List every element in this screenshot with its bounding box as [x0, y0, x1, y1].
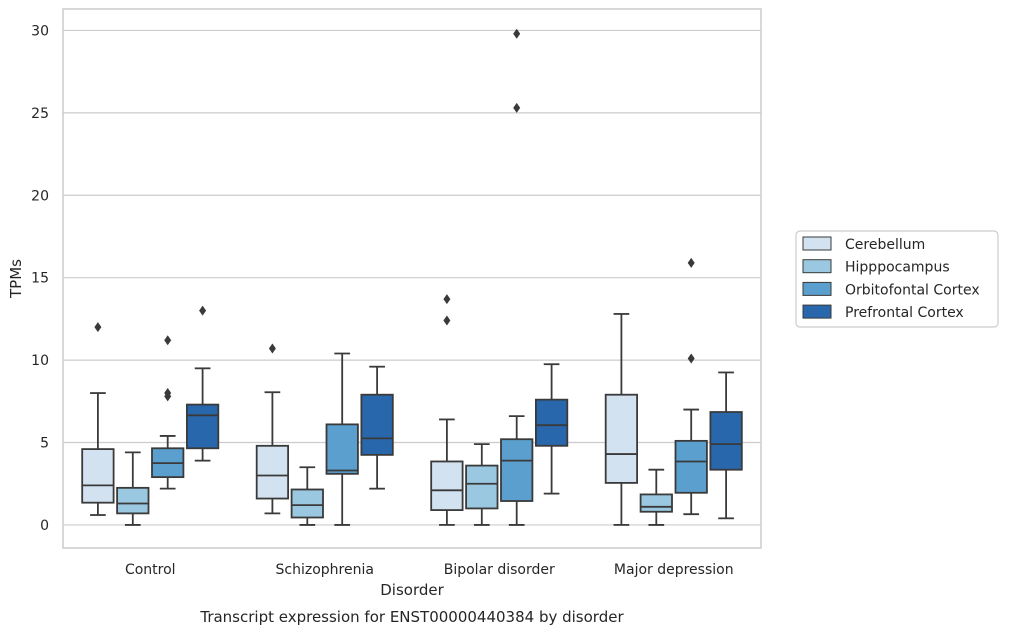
legend-label: Prefrontal Cortex: [845, 305, 964, 321]
outlier-point: [443, 294, 451, 305]
legend-label: Orbitofontal Cortex: [845, 282, 980, 298]
box-iqr: [325, 423, 359, 475]
box-orbitofontal-cortex-control: [151, 335, 185, 490]
box-iqr: [604, 393, 639, 484]
outlier-point: [687, 353, 695, 364]
box-iqr: [430, 460, 464, 511]
box-iqr: [360, 393, 394, 456]
box-prefrontal-cortex-control: [185, 305, 220, 462]
box-iqr: [500, 438, 534, 502]
box-prefrontal-cortex-major-depression: [709, 371, 743, 520]
box-prefrontal-cortex-bipolar-disorder: [534, 363, 569, 495]
legend-frame: [795, 230, 999, 328]
box-series: [81, 28, 743, 526]
outlier-point: [94, 322, 102, 333]
y-axis-label: TPMs: [7, 259, 25, 299]
x-tick-label: Bipolar disorder: [444, 562, 555, 578]
box-iqr: [81, 448, 115, 504]
box-hipppocampus-major-depression: [639, 468, 673, 526]
y-gridlines: [63, 29, 761, 526]
outlier-point: [513, 102, 521, 113]
x-axis-ticks: Control Schizophrenia Bipolar disorder Majo…: [125, 562, 734, 578]
box-orbitofontal-cortex-schizophrenia: [325, 352, 359, 526]
legend: Cerebellum Hipppocampus Orbitofontal Corte…: [795, 230, 999, 328]
outlier-point: [199, 305, 207, 316]
box-iqr: [116, 486, 150, 515]
legend-swatch: [802, 281, 832, 296]
box-iqr: [709, 411, 743, 471]
legend-swatch: [802, 259, 832, 274]
outlier-point: [687, 257, 695, 268]
box-hipppocampus-control: [116, 451, 150, 526]
chart-caption: Transcript expression for ENST0000044038…: [199, 608, 624, 626]
box-cerebellum-bipolar-disorder: [430, 294, 464, 526]
box-orbitofontal-cortex-major-depression: [674, 257, 708, 516]
y-tick-label: 10: [31, 353, 49, 369]
x-tick-label: Schizophrenia: [276, 562, 374, 578]
box-cerebellum-schizophrenia: [255, 343, 290, 515]
outlier-point: [164, 388, 172, 399]
box-iqr: [534, 398, 569, 447]
outlier-point: [268, 343, 276, 354]
box-hipppocampus-schizophrenia: [290, 466, 324, 526]
outlier-point: [513, 28, 521, 39]
box-iqr: [290, 488, 324, 519]
box-cerebellum-major-depression: [604, 313, 639, 526]
x-tick-label: Control: [125, 562, 176, 578]
outlier-point: [443, 315, 451, 326]
box-iqr: [185, 403, 220, 450]
y-tick-label: 25: [31, 106, 49, 122]
outlier-point: [164, 335, 172, 346]
y-tick-label: 30: [31, 23, 49, 39]
box-hipppocampus-bipolar-disorder: [465, 443, 499, 526]
box-iqr: [255, 444, 290, 500]
legend-label: Hipppocampus: [845, 260, 950, 276]
plot-frame: [62, 8, 762, 549]
box-iqr: [639, 493, 673, 513]
box-orbitofontal-cortex-bipolar-disorder: [500, 28, 534, 526]
box-prefrontal-cortex-schizophrenia: [360, 365, 394, 490]
y-tick-label: 20: [31, 188, 49, 204]
y-axis-ticks: 0 5 10 15 20 25 30: [31, 23, 49, 533]
box-iqr: [465, 464, 499, 510]
legend-swatch: [802, 304, 832, 319]
y-tick-label: 5: [40, 436, 49, 452]
x-axis-label: Disorder: [380, 581, 444, 599]
y-tick-label: 15: [31, 271, 49, 287]
y-tick-label: 0: [40, 518, 49, 534]
box-cerebellum-control: [81, 322, 115, 516]
legend-label: Cerebellum: [845, 237, 925, 253]
box-iqr: [674, 439, 708, 494]
x-tick-label: Major depression: [614, 562, 734, 578]
legend-swatch: [802, 236, 832, 251]
